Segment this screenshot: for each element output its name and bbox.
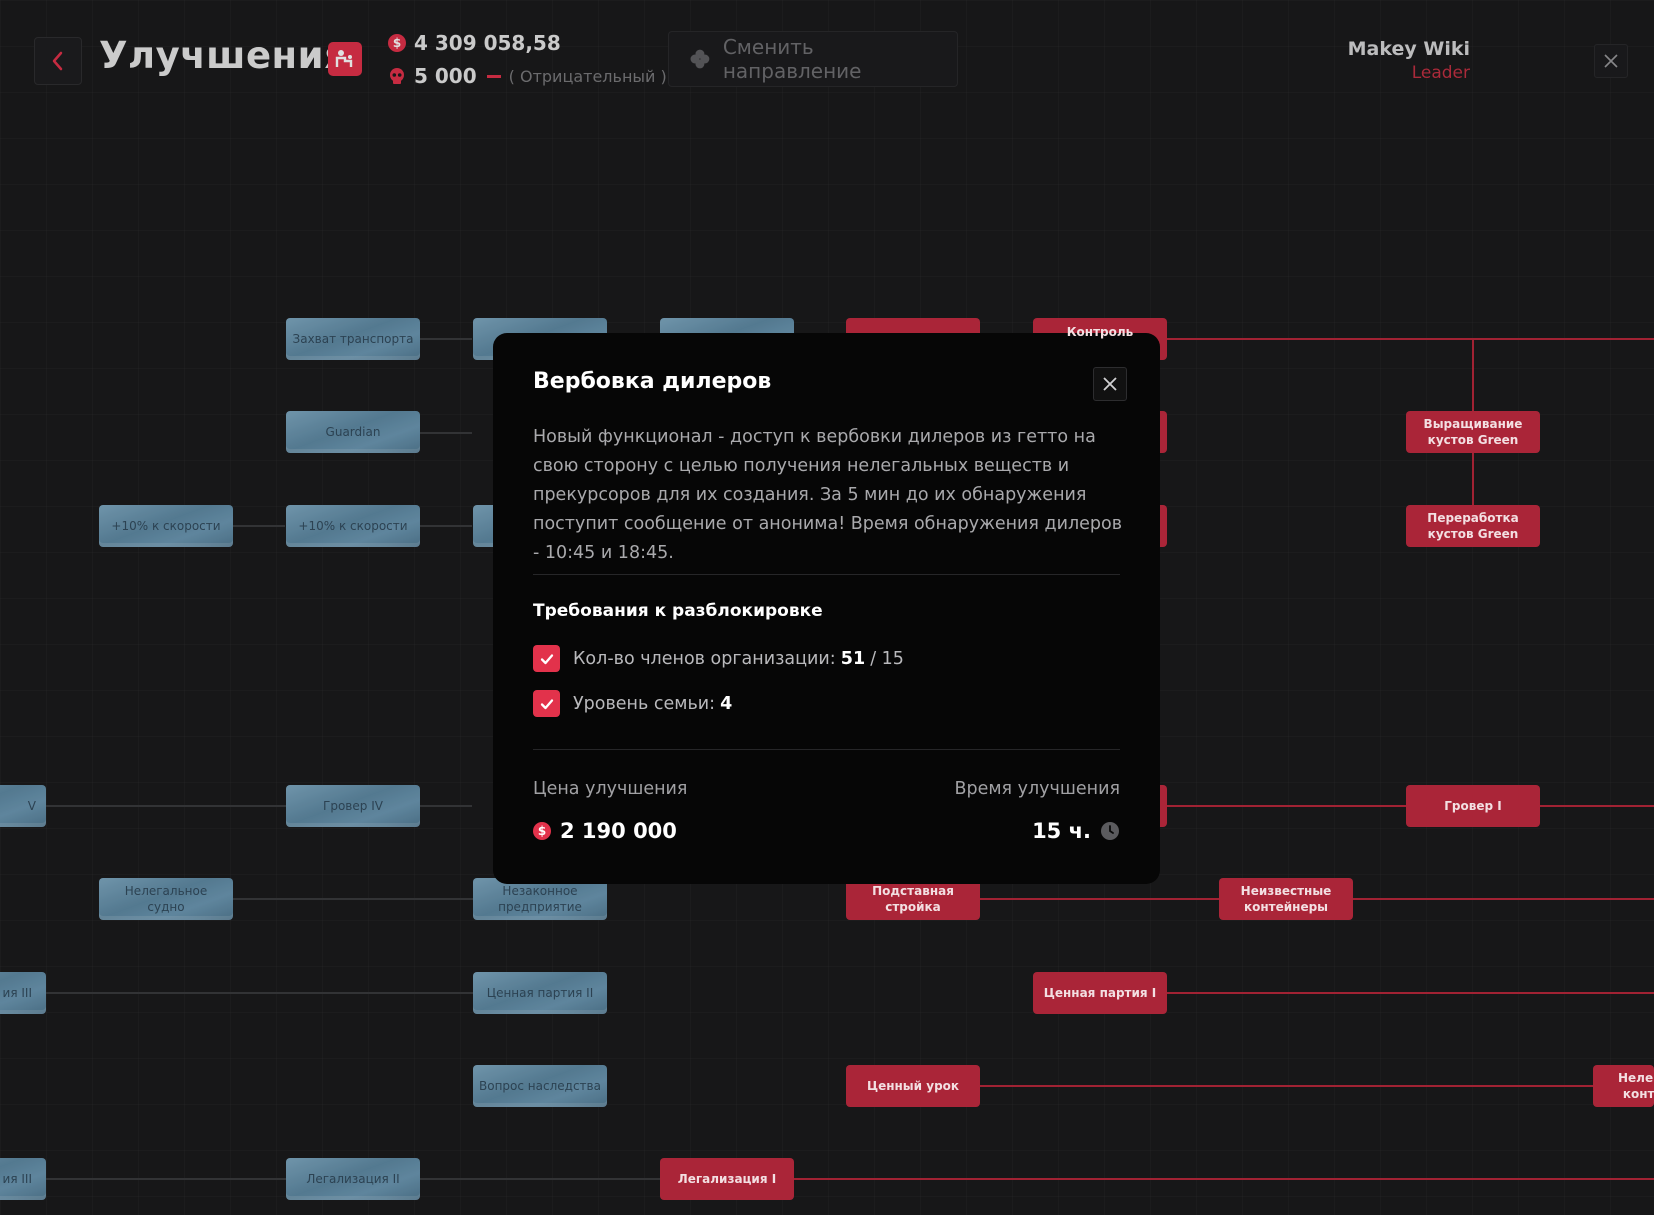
clock-icon: [1101, 822, 1119, 840]
tree-node[interactable]: ия III: [0, 972, 46, 1014]
tree-node[interactable]: Гровер IV: [286, 785, 420, 827]
close-button[interactable]: [1594, 44, 1628, 78]
price-value: 2 190 000: [560, 819, 677, 843]
tree-node[interactable]: Нелегальное судно: [99, 878, 233, 920]
tree-node[interactable]: +10% к скорости: [99, 505, 233, 547]
modal-description: Новый функционал - доступ к вербовки дил…: [533, 427, 1123, 563]
price-label: Цена улучшения: [533, 779, 688, 799]
requirement-label: Кол-во членов организации:: [573, 648, 836, 669]
tree-node[interactable]: Захват транспорта: [286, 318, 420, 360]
tree-node[interactable]: Переработка кустов Green: [1406, 505, 1540, 547]
change-direction-button[interactable]: Сменить направление: [668, 31, 958, 87]
tree-node[interactable]: Ценный урок: [846, 1065, 980, 1107]
balance: $ 4 309 058,58: [388, 31, 561, 55]
tree-node[interactable]: Подставная стройка: [846, 878, 980, 920]
time-label: Время улучшения: [954, 779, 1120, 799]
close-icon: [1103, 377, 1117, 391]
modal-close-button[interactable]: [1093, 367, 1127, 401]
reputation: 5 000 ( Отрицательный ): [388, 64, 667, 88]
page-title: Улучшения: [99, 34, 349, 77]
tree-connector: [420, 338, 472, 340]
change-direction-label: Сменить направление: [722, 35, 862, 83]
tree-connector: [980, 898, 1220, 900]
tree-connector: [46, 805, 286, 807]
price: $ 2 190 000: [533, 819, 677, 843]
divider: [533, 749, 1120, 750]
time-value: 15 ч.: [1032, 819, 1091, 843]
tree-connector: [46, 992, 473, 994]
user-name: Makey Wiki: [1347, 38, 1470, 60]
requirement-max: / 15: [870, 648, 904, 669]
tree-node[interactable]: Ценная партия II: [473, 972, 607, 1014]
tree-connector: [1166, 992, 1654, 994]
tree-connector: [980, 1085, 1594, 1087]
clover-icon: [690, 49, 710, 69]
checkmark-icon: [533, 645, 560, 672]
balance-value: 4 309 058,58: [414, 31, 561, 55]
family-icon: [328, 42, 362, 76]
tree-node[interactable]: Незаконное предприятие: [473, 878, 607, 920]
requirements-title: Требования к разблокировке: [533, 601, 823, 621]
tree-node[interactable]: Легализация II: [286, 1158, 420, 1200]
tree-node[interactable]: Неизвестные контейнеры: [1219, 878, 1353, 920]
tree-connector: [1166, 338, 1654, 340]
tree-connector: [420, 1178, 660, 1180]
tree-connector: [420, 525, 472, 527]
tree-node[interactable]: Вопрос наследства: [473, 1065, 607, 1107]
dollar-coin-icon: $: [388, 34, 406, 52]
user-role: Leader: [1411, 63, 1470, 83]
modal-title: Вербовка дилеров: [533, 369, 772, 394]
reputation-minus-icon: [486, 74, 501, 78]
tree-connector: [1539, 805, 1654, 807]
close-icon: [1604, 54, 1618, 68]
tree-node[interactable]: Легализация I: [660, 1158, 794, 1200]
tree-node[interactable]: ия III: [0, 1158, 46, 1200]
tree-node[interactable]: Гровер I: [1406, 785, 1540, 827]
requirement-item: Кол-во членов организации: 51 / 15: [533, 645, 904, 672]
reputation-value: 5 000: [414, 64, 477, 88]
header: Улучшения $ 4 309 058,58 5 000 ( Отрицат…: [0, 0, 1654, 120]
tree-node[interactable]: Нелег конт: [1593, 1065, 1654, 1107]
divider: [533, 574, 1120, 575]
tree-connector: [1166, 805, 1406, 807]
chevron-left-icon: [52, 51, 63, 71]
tree-node[interactable]: Ценная партия I: [1033, 972, 1167, 1014]
dollar-coin-icon: $: [533, 822, 551, 840]
back-button[interactable]: [34, 37, 82, 85]
tree-connector: [233, 525, 285, 527]
requirement-label: Уровень семьи:: [573, 693, 716, 714]
reputation-label: ( Отрицательный ): [508, 66, 667, 86]
upgrade-details-modal: Вербовка дилеров Новый функционал - дост…: [493, 333, 1160, 884]
checkmark-icon: [533, 690, 560, 717]
skull-icon: [390, 68, 404, 84]
tree-connector: [420, 432, 472, 434]
requirement-item: Уровень семьи: 4: [533, 690, 732, 717]
tree-connector: [233, 898, 473, 900]
tree-node[interactable]: +10% к скорости: [286, 505, 420, 547]
duration: 15 ч.: [1032, 819, 1120, 843]
tree-connector: [793, 1178, 1654, 1180]
requirement-value: 4: [720, 693, 733, 714]
tree-node[interactable]: V: [0, 785, 46, 827]
tree-connector: [420, 805, 472, 807]
tree-node[interactable]: Выращивание кустов Green: [1406, 411, 1540, 453]
tree-node[interactable]: Guardian: [286, 411, 420, 453]
tree-connector: [46, 1178, 286, 1180]
tree-connector: [1353, 898, 1654, 900]
requirement-value: 51: [840, 648, 866, 669]
